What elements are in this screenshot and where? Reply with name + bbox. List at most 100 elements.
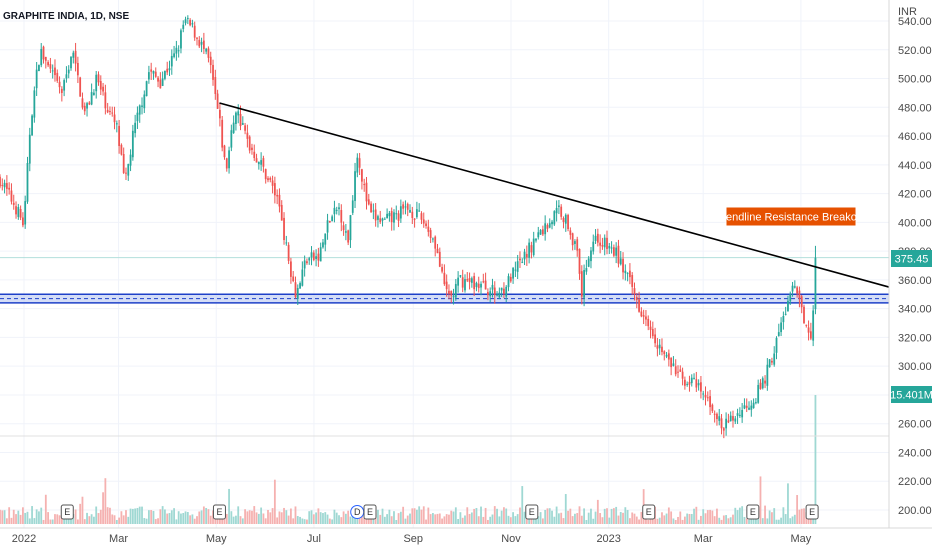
candle-body [544,223,547,235]
candle-body [193,25,196,38]
volume-bar [273,479,276,524]
candle-body [120,144,123,155]
volume-bar [748,519,750,524]
volume-bar [541,518,544,524]
volume-bar [113,515,116,524]
candle-body [780,322,782,333]
volume-bar [379,514,382,524]
volume-bar [319,512,322,524]
time-axis: 2022 Mar May Jul Sep Nov 2023 Mar May [12,533,812,545]
candle-body [200,41,203,45]
volume-bar [638,519,640,524]
candle-body [590,250,592,262]
volume-bar [344,513,347,524]
candle-body [507,276,510,288]
volume-bar [292,518,295,524]
volume-bar [356,518,359,524]
volume-bar [296,516,299,524]
volume-bar [17,510,20,524]
volume-bar [771,512,773,524]
candle-body [448,290,450,294]
candle-body [615,247,618,256]
volume-bar [656,518,659,524]
candle-body [196,37,198,39]
candle-body [312,252,315,260]
candle-body [10,190,13,202]
volume-bar [395,519,398,524]
candle-body [109,111,111,113]
candle-body [28,134,31,164]
volume-bar [800,508,803,524]
candle-body [777,332,780,336]
candle-body [663,351,666,355]
volume-bar [729,517,732,524]
candle-body [784,313,787,315]
candle-body [260,160,263,165]
candle-body [413,218,416,220]
volume-bar [294,506,297,524]
volume-bar [267,509,269,524]
candle-body [812,310,815,341]
candle-body [596,233,599,243]
candle-body [303,260,306,269]
volume-bar [663,515,666,524]
candle-body [221,119,224,148]
candle-body [558,205,560,207]
volume-bar [99,509,102,524]
volume-bar [147,510,150,524]
volume-bar [370,518,372,524]
volume-bar [264,518,267,524]
volume-bar [104,478,107,524]
volume-bar [445,514,448,524]
volume-bar [159,509,162,524]
volume-bar [461,517,464,524]
volume-bar [397,513,400,524]
candle-body [136,112,139,122]
candle-body [640,311,643,317]
candle-body [386,213,389,219]
volume-bar [351,511,354,524]
candle-body [255,158,258,163]
volume-bar [177,511,180,524]
volume-bar [315,512,317,524]
volume-bar [803,508,805,524]
candle-body [5,183,8,189]
candle-body [319,247,322,262]
volume-bar [720,519,723,524]
volume-bar [631,512,634,524]
candle-body [189,19,192,26]
candle-body [438,251,441,267]
candle-body [656,345,659,349]
volume-bar [193,518,196,524]
volume-bar [152,510,155,524]
candle-body [498,292,501,298]
candle-body [228,150,230,169]
volume-bar [784,514,787,524]
volume-bar [390,516,393,524]
time-tick-label: 2023 [596,533,620,545]
candle-body [631,275,634,287]
volume-bar [532,517,535,524]
candle-body [633,288,636,295]
volume-bar [418,506,421,524]
candle-body [388,213,391,217]
price-tick-label: 460.00 [898,131,932,143]
volume-bar [276,517,279,524]
candle-body [83,105,86,112]
volume-bar [496,508,498,524]
volume-bar [202,506,205,524]
volume-bar [221,519,224,524]
candle-body [166,68,169,73]
candle-body [622,258,624,273]
volume-bar [690,513,693,524]
volume-bar [553,516,556,524]
price-tick-label: 440.00 [898,160,932,172]
candle-body [76,62,79,76]
volume-bar [732,514,734,524]
candle-body [681,371,684,379]
candle-body [541,229,544,235]
candle-body [716,413,718,420]
candle-body [111,112,114,114]
